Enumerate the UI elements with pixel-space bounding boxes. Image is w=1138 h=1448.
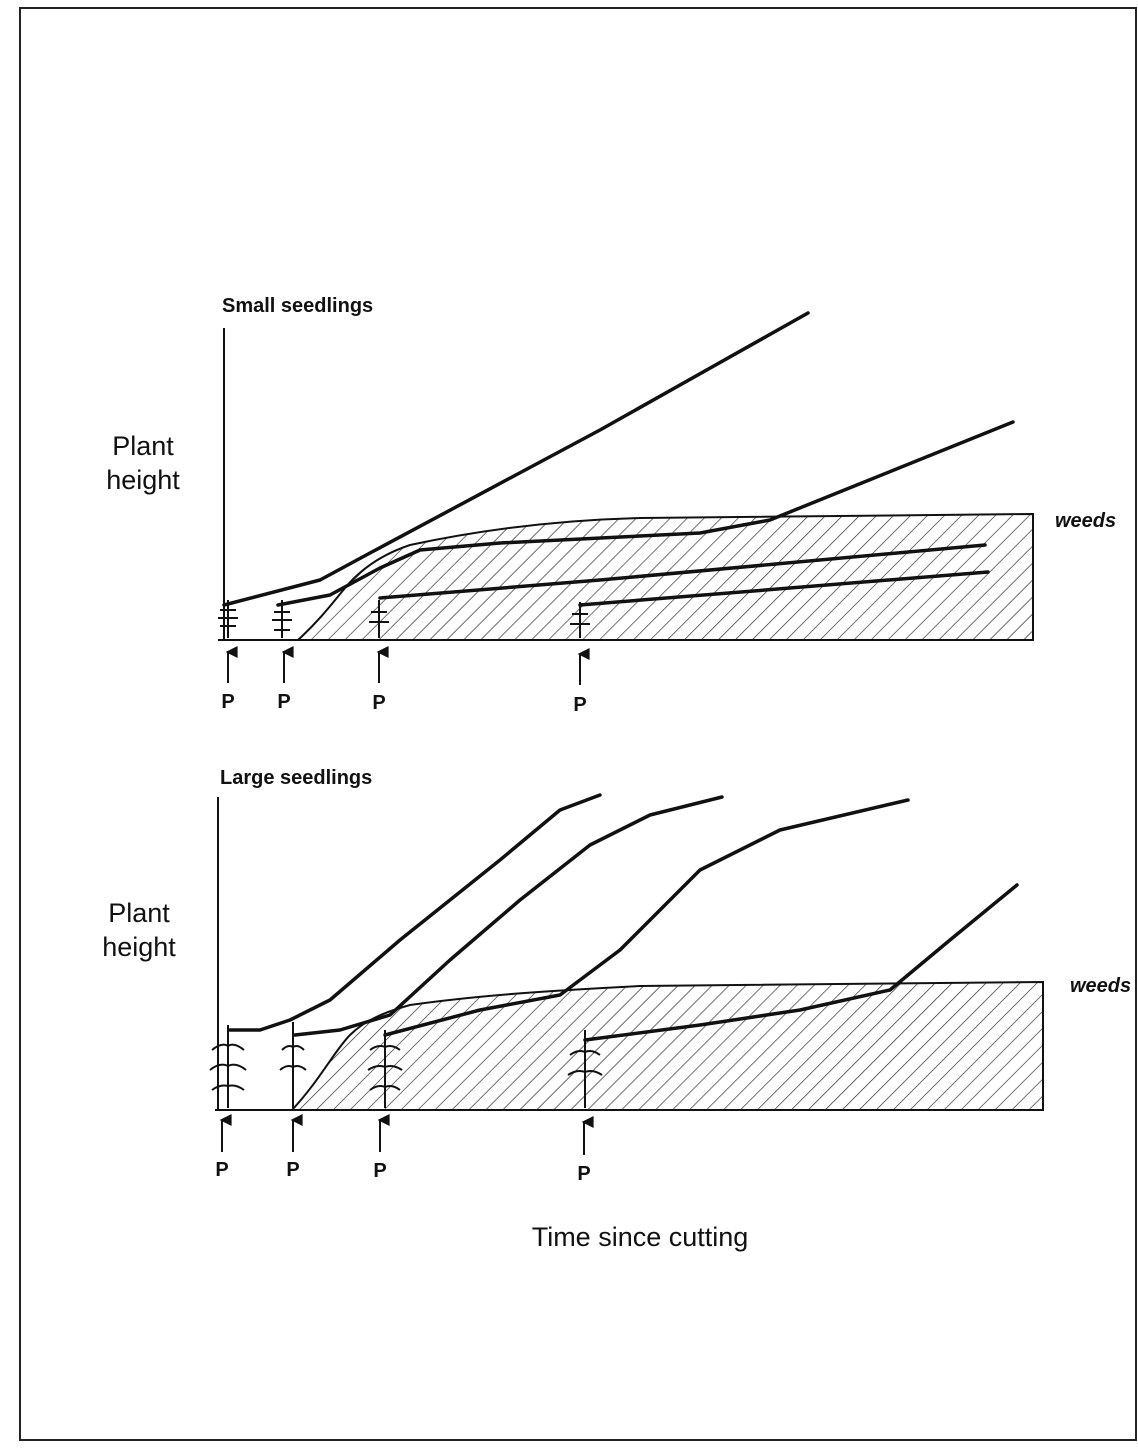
planting-label: P [221, 691, 234, 713]
figure: Small seedlings Plant height weeds P P P… [0, 0, 1138, 1448]
y-label: Plant [112, 431, 174, 461]
y-label: Plant [108, 898, 170, 928]
planting-label: P [577, 1163, 590, 1185]
weeds-label: weeds [1070, 975, 1131, 997]
y-label: height [106, 465, 180, 495]
panel-large: Large seedlings Plant height weeds P P P… [102, 767, 1131, 1185]
planting-label: P [215, 1159, 228, 1181]
weeds-label: weeds [1055, 510, 1116, 532]
y-label: height [102, 932, 176, 962]
planting-label: P [372, 692, 385, 714]
planting-label: P [286, 1159, 299, 1181]
panel-small: Small seedlings Plant height weeds P P P… [106, 295, 1116, 716]
planting-arrows [222, 1120, 584, 1155]
panel-title: Small seedlings [222, 295, 373, 317]
planting-label: P [373, 1160, 386, 1182]
planting-label: P [573, 694, 586, 716]
x-label: Time since cutting [532, 1222, 749, 1252]
planting-label: P [277, 691, 290, 713]
planting-arrows [228, 652, 580, 685]
panel-title: Large seedlings [220, 767, 372, 789]
